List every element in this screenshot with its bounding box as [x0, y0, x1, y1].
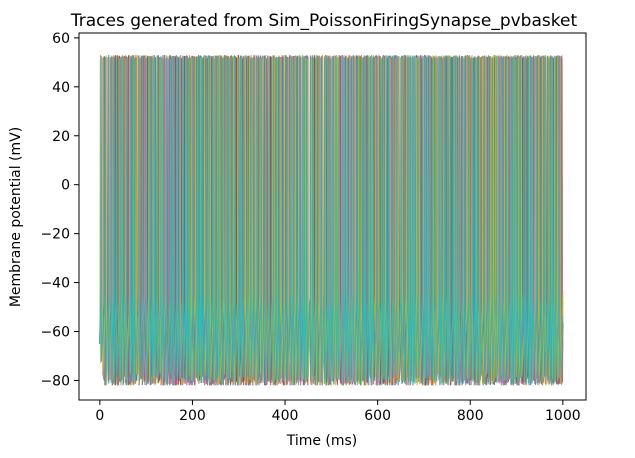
y-tick-label: −40 — [40, 276, 70, 292]
y-tick-label: −80 — [40, 373, 70, 389]
y-tick-label: −20 — [40, 227, 70, 243]
plot-frame — [78, 32, 587, 401]
x-tick-label: 600 — [364, 408, 391, 424]
y-axis: −80 −60 −40 −20 0 20 40 60 — [40, 31, 79, 389]
x-tick-label: 200 — [179, 408, 206, 424]
x-tick-label: 0 — [95, 408, 104, 424]
x-axis: 0 200 400 600 800 1000 — [95, 400, 581, 424]
x-axis-label: Time (ms) — [286, 433, 358, 449]
x-tick-label: 400 — [272, 408, 299, 424]
x-tick-label: 800 — [457, 408, 484, 424]
y-tick-label: 60 — [52, 31, 70, 47]
y-tick-label: 40 — [52, 80, 70, 96]
x-tick-label: 1000 — [545, 408, 581, 424]
y-axis-label: Membrane potential (mV) — [8, 127, 24, 307]
plot-traces — [99, 54, 564, 386]
trace-line-10 — [99, 55, 564, 386]
chart-title: Traces generated from Sim_PoissonFiringS… — [70, 11, 578, 31]
y-tick-label: −60 — [40, 324, 70, 340]
y-tick-label: 0 — [61, 178, 70, 194]
y-tick-label: 20 — [52, 129, 70, 145]
